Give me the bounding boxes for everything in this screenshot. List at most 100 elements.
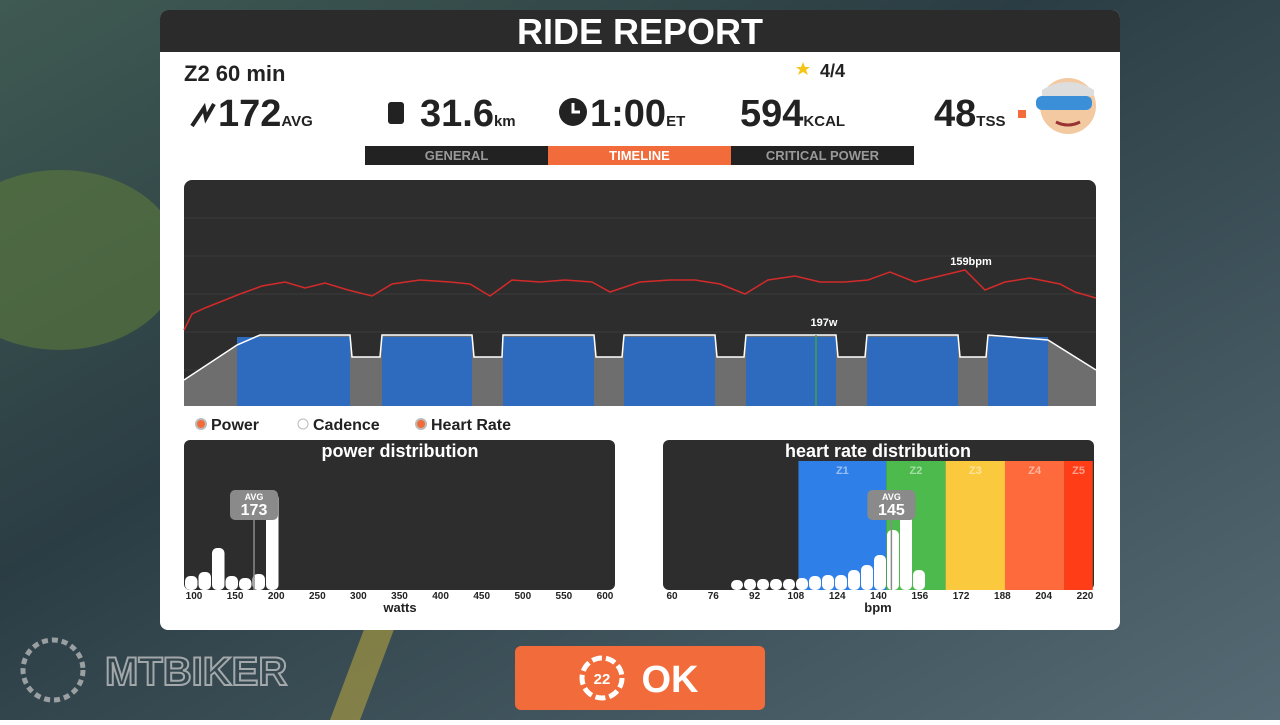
- ok-button[interactable]: [515, 646, 765, 710]
- x-tick-label: 140: [870, 591, 887, 602]
- zone-label: Z5: [1072, 465, 1085, 477]
- legend-toggle[interactable]: [415, 418, 427, 430]
- distance-icon: [388, 102, 404, 124]
- power-icon: [190, 102, 216, 128]
- x-tick-label: 500: [514, 591, 531, 602]
- star-icon: [796, 62, 810, 75]
- header-bar: [160, 10, 1120, 52]
- bar: [822, 575, 834, 590]
- zone-label: Z2: [910, 465, 923, 477]
- bar: [835, 575, 847, 590]
- avg-value: 145: [878, 502, 905, 519]
- power-axis-label: watts: [382, 600, 416, 615]
- stat-unit: TSS: [976, 113, 1005, 130]
- x-tick-label: 600: [597, 591, 614, 602]
- stat-value: 31.6: [420, 93, 494, 135]
- bar: [239, 578, 252, 590]
- legend-label[interactable]: Cadence: [313, 417, 380, 434]
- x-tick-label: 188: [994, 591, 1011, 602]
- legend-label[interactable]: Heart Rate: [431, 417, 511, 434]
- stat-unit: AVG: [281, 113, 312, 130]
- bar: [252, 574, 265, 590]
- x-tick-label: 100: [186, 591, 203, 602]
- stat-unit: KCAL: [803, 113, 845, 130]
- stat-unit: km: [494, 113, 516, 130]
- bar: [783, 579, 795, 590]
- legend-toggle[interactable]: [297, 418, 309, 430]
- avg-box: [867, 490, 916, 520]
- power-callout: 197w: [811, 317, 838, 329]
- stat-value: 594: [740, 93, 803, 135]
- tab-label[interactable]: CRITICAL POWER: [766, 148, 880, 163]
- tab-label[interactable]: TIMELINE: [609, 148, 670, 163]
- power-dist-panel: [184, 440, 615, 590]
- bar: [809, 576, 821, 590]
- avg-box: [230, 490, 279, 520]
- zone: [1004, 461, 1065, 590]
- bar: [874, 555, 886, 590]
- bar: [848, 570, 860, 590]
- bar: [731, 580, 743, 590]
- x-tick-label: 60: [666, 591, 678, 602]
- bar: [212, 548, 225, 590]
- x-tick-label: 124: [829, 591, 846, 602]
- stat-time: 1:00ET: [590, 93, 685, 135]
- tab[interactable]: [365, 146, 548, 165]
- tab[interactable]: [731, 146, 914, 165]
- ok-label[interactable]: OK: [642, 659, 700, 701]
- stat-energy: 594KCAL: [740, 93, 845, 135]
- title: RIDE REPORT: [517, 11, 763, 52]
- hr-line: [183, 269, 1097, 331]
- power-line: [183, 334, 1097, 381]
- tab-label[interactable]: GENERAL: [425, 148, 489, 163]
- x-tick-label: 92: [749, 591, 761, 602]
- badge: 22: [594, 671, 611, 688]
- workout-name: Z2 60 min: [184, 61, 285, 86]
- power-dist-title: power distribution: [322, 441, 479, 461]
- x-tick-label: 220: [1077, 591, 1094, 602]
- tab[interactable]: [548, 146, 731, 165]
- avg-label: AVG: [245, 492, 264, 502]
- stat-power: 172AVG: [218, 93, 313, 135]
- bar: [757, 579, 769, 590]
- watermark: MTBIKER: [105, 650, 287, 694]
- x-tick-label: 200: [268, 591, 285, 602]
- avg-value: 173: [241, 502, 268, 519]
- stat-value: 172: [218, 93, 281, 135]
- zone-label: Z4: [1028, 465, 1042, 477]
- bar: [913, 570, 925, 590]
- avatar: [1036, 78, 1096, 134]
- x-tick-label: 300: [350, 591, 367, 602]
- info-badge: [1018, 110, 1026, 118]
- zone: [1064, 461, 1093, 590]
- watermark-icon: [20, 637, 86, 703]
- zone-label: Z3: [969, 465, 982, 477]
- bar: [887, 530, 899, 590]
- legend: Power Cadence Heart Rate: [195, 417, 511, 434]
- x-tick-label: 156: [911, 591, 928, 602]
- scenery: [0, 170, 180, 350]
- x-tick-label: 400: [432, 591, 449, 602]
- bar: [198, 572, 211, 590]
- tabs: GENERAL TIMELINE CRITICAL POWER: [365, 146, 914, 165]
- bar: [744, 579, 756, 590]
- bar: [861, 565, 873, 590]
- x-tick-label: 550: [556, 591, 573, 602]
- legend-toggle[interactable]: [195, 418, 207, 430]
- zone: [798, 461, 887, 590]
- stat-unit: ET: [666, 113, 685, 130]
- interval-blocks: [237, 337, 1048, 406]
- stat-value: 1:00: [590, 93, 666, 135]
- rating: 4/4: [820, 61, 845, 81]
- x-tick-label: 76: [708, 591, 720, 602]
- stat-tss: 48TSS: [934, 93, 1005, 135]
- bar: [185, 576, 198, 590]
- zone: [945, 461, 1005, 590]
- stat-distance: 31.6km: [420, 93, 516, 135]
- x-tick-label: 172: [953, 591, 970, 602]
- hr-dist: Z1 Z2 Z3 Z4 Z5 60 76 92 108 124 140 156 172 188 204 220…: [666, 461, 1094, 602]
- legend-label[interactable]: Power: [211, 417, 259, 434]
